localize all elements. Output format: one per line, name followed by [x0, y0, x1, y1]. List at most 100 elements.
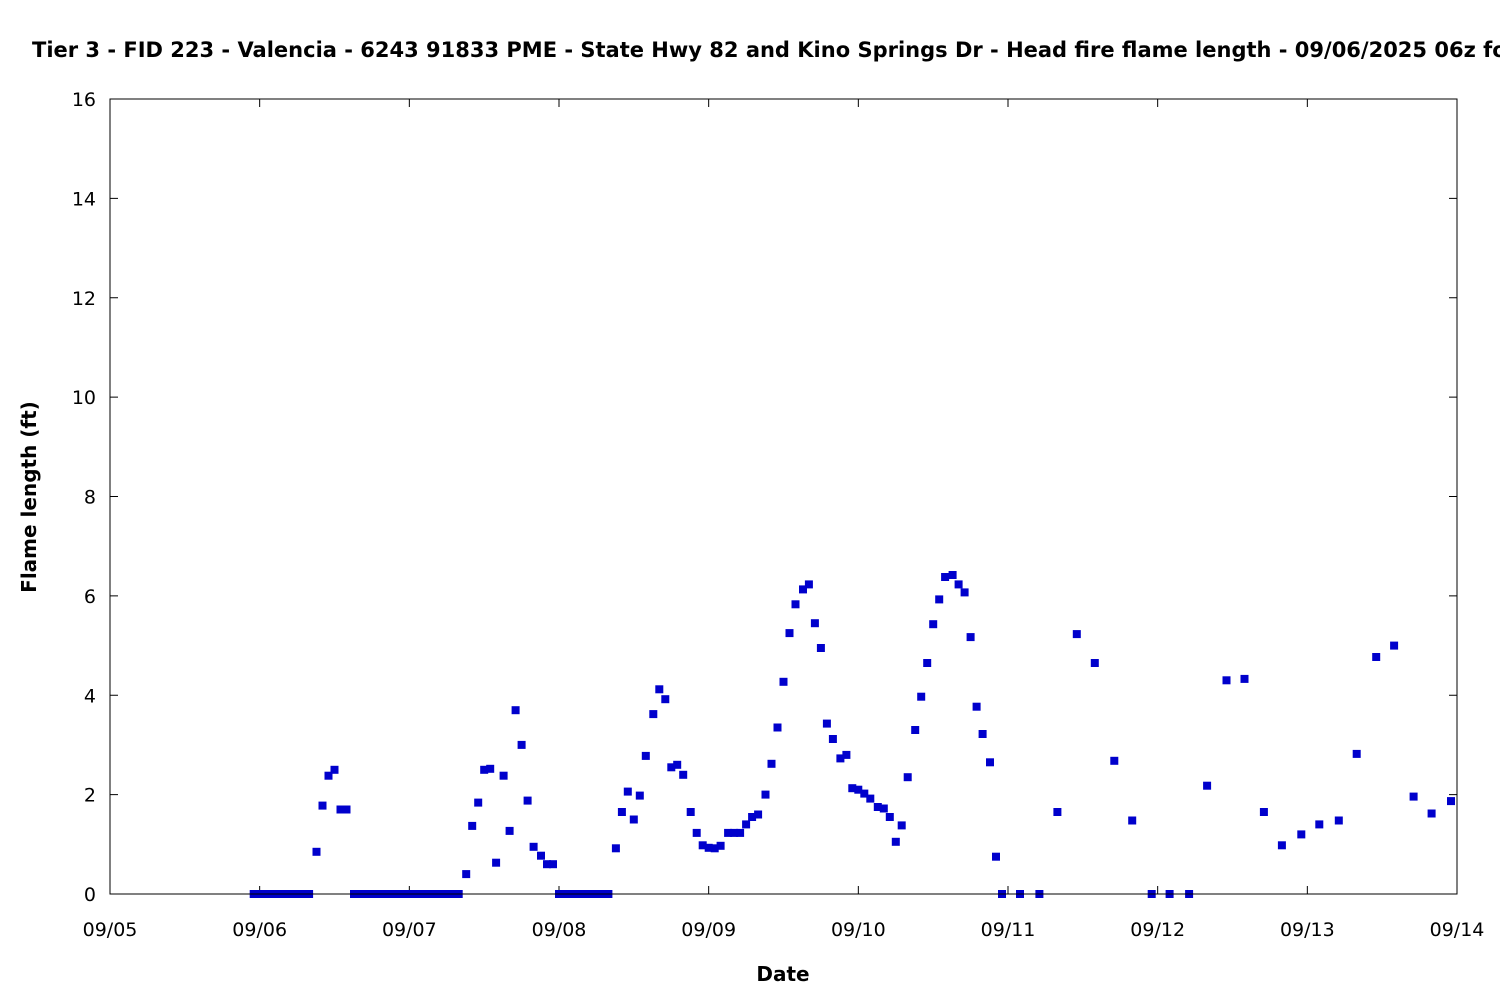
data-point — [611, 844, 620, 853]
data-point — [810, 619, 819, 628]
data-point — [537, 851, 545, 860]
tick-marks — [109, 98, 1458, 895]
data-point — [511, 706, 520, 715]
data-point — [1090, 659, 1099, 667]
data-point — [972, 702, 981, 711]
data-point — [767, 759, 776, 768]
chart-title: Tier 3 - FID 223 - Valencia - 6243 91833… — [32, 38, 1500, 62]
y-tick-label: 10 — [72, 387, 96, 409]
data-point — [549, 860, 557, 869]
data-point — [342, 805, 351, 814]
data-point — [474, 798, 483, 807]
data-point — [917, 692, 926, 701]
data-point — [1128, 816, 1137, 825]
data-point — [873, 803, 882, 811]
data-point — [816, 644, 825, 652]
data-point — [986, 758, 994, 767]
data-point — [517, 740, 526, 749]
data-point — [779, 677, 788, 686]
tick-labels: 09/05 09/06 09/07 09/08 09/09 09/10 09/11 09/12… — [72, 89, 1485, 941]
x-tick-label: 09/08 — [532, 919, 587, 941]
data-point — [704, 843, 713, 852]
data-point — [1372, 653, 1381, 661]
data-point — [1240, 674, 1249, 683]
data-point — [1352, 749, 1361, 758]
data-point — [499, 771, 508, 780]
data-point — [785, 629, 794, 638]
plot-frame — [109, 98, 1458, 895]
y-tick-label: 4 — [84, 685, 96, 707]
data-point — [854, 785, 863, 794]
data-point — [799, 585, 807, 594]
y-tick-label: 0 — [84, 884, 96, 906]
data-point — [822, 719, 831, 728]
data-point — [748, 813, 757, 821]
data-point — [318, 801, 327, 810]
data-point — [655, 685, 664, 694]
data-point — [1315, 820, 1324, 829]
x-tick-label: 09/14 — [1430, 919, 1485, 941]
data-point — [885, 813, 894, 821]
x-tick-label: 09/06 — [232, 919, 287, 941]
data-point — [848, 784, 857, 793]
y-tick-label: 2 — [84, 785, 96, 807]
data-point — [617, 808, 626, 816]
data-point — [923, 659, 932, 667]
data-point — [730, 828, 739, 837]
y-tick-label: 16 — [72, 89, 96, 111]
y-tick-label: 6 — [84, 586, 96, 608]
data-point — [761, 790, 770, 799]
data-point — [978, 730, 987, 738]
data-point — [649, 710, 658, 719]
data-point — [891, 837, 900, 846]
data-point — [1447, 797, 1455, 806]
data-point — [462, 870, 471, 879]
data-point — [754, 810, 763, 819]
data-point — [1390, 641, 1399, 650]
data-point — [1053, 808, 1062, 816]
data-point — [866, 794, 875, 803]
data-point — [635, 791, 644, 800]
data-point — [698, 841, 707, 850]
data-point — [692, 828, 701, 837]
data-point — [1277, 841, 1286, 850]
data-point — [742, 820, 751, 829]
data-point — [791, 600, 800, 609]
data-point — [330, 765, 339, 774]
data-point — [679, 770, 688, 779]
x-axis-label: Date — [756, 962, 810, 986]
data-point — [941, 573, 950, 581]
data-point — [879, 804, 888, 813]
data-point — [629, 815, 638, 824]
data-point — [828, 735, 837, 743]
data-point — [954, 580, 963, 589]
data-point — [897, 821, 906, 830]
data-point — [911, 726, 920, 734]
data-point — [935, 595, 944, 604]
data-point — [686, 808, 695, 816]
data-markers — [249, 571, 1455, 898]
data-point — [724, 828, 733, 837]
data-point — [992, 852, 1000, 861]
x-tick-label: 09/09 — [681, 919, 736, 941]
data-point — [1072, 630, 1081, 639]
data-point — [1110, 756, 1119, 765]
x-tick-label: 09/13 — [1280, 919, 1335, 941]
data-point — [929, 620, 938, 629]
data-point — [336, 805, 345, 814]
data-point — [480, 765, 489, 774]
data-point — [836, 754, 845, 763]
data-point — [773, 723, 782, 732]
data-point — [1259, 808, 1268, 816]
data-point — [903, 773, 912, 782]
data-point — [667, 763, 676, 772]
x-tick-label: 09/12 — [1130, 919, 1185, 941]
y-tick-label: 12 — [72, 288, 96, 310]
data-point — [1203, 781, 1212, 790]
data-point — [661, 695, 670, 704]
data-point — [948, 571, 957, 579]
data-point — [505, 826, 514, 835]
data-point — [1409, 792, 1418, 801]
data-point — [492, 858, 501, 867]
